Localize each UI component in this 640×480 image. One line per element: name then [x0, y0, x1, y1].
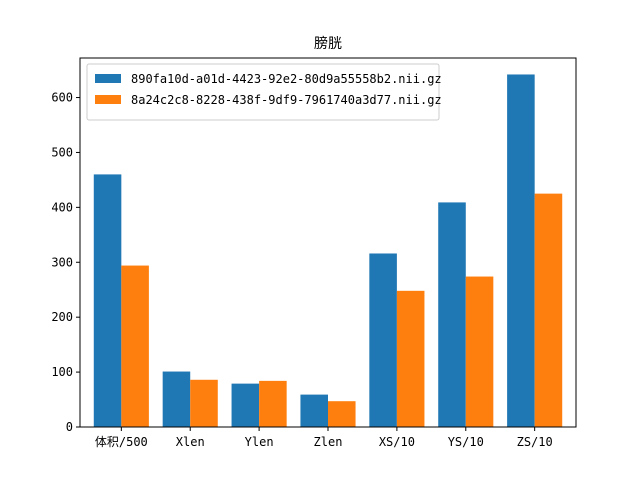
y-axis-ticks: 0 100 200 300 400 500 600 [51, 91, 80, 434]
y-tick-label: 200 [51, 310, 73, 324]
x-tick-label: Xlen [176, 435, 205, 449]
x-tick-label: Zlen [314, 435, 343, 449]
bar-series1-7 [507, 74, 535, 428]
legend-swatch-2 [95, 95, 121, 104]
bar-series2-2 [190, 379, 218, 427]
y-tick-label: 300 [51, 255, 73, 269]
legend-label-1: 890fa10d-a01d-4423-92e2-80d9a55558b2.nii… [131, 72, 442, 86]
bar-series1-3 [231, 383, 260, 427]
bar-series2-4 [328, 401, 356, 427]
plot-frame [79, 57, 577, 428]
x-tick-label: ZS/10 [517, 435, 553, 449]
bar-series1-5 [369, 253, 397, 427]
bar-series2-5 [396, 290, 425, 427]
bars-group [93, 74, 563, 428]
bar-series1-2 [162, 371, 191, 427]
legend-box [86, 63, 440, 121]
x-tick-label: 体积/500 [95, 435, 148, 449]
bar-series2-3 [259, 380, 287, 427]
y-tick-label: 400 [51, 200, 73, 214]
bar-series2-7 [534, 193, 563, 427]
bar-series2-6 [465, 276, 494, 427]
bar-series2-1 [121, 265, 149, 427]
bar-series1-1 [93, 174, 122, 427]
x-tick-label: XS/10 [379, 435, 415, 449]
x-axis-ticks: 体积/500 Xlen Ylen Zlen XS/10 YS/10 ZS/10 [95, 427, 553, 449]
legend-label-2: 8a24c2c8-8228-438f-9df9-7961740a3d77.nii… [131, 93, 442, 107]
chart-title: 膀胱 [314, 35, 342, 52]
bar-series1-6 [438, 202, 466, 427]
legend: 890fa10d-a01d-4423-92e2-80d9a55558b2.nii… [86, 63, 442, 121]
legend-swatch-1 [95, 74, 121, 83]
y-tick-label: 100 [51, 365, 73, 379]
y-tick-label: 600 [51, 91, 73, 105]
y-tick-label: 0 [66, 420, 73, 434]
bar-series1-4 [300, 394, 328, 427]
y-tick-label: 500 [51, 145, 73, 159]
x-tick-label: YS/10 [448, 435, 484, 449]
x-tick-label: Ylen [245, 435, 274, 449]
